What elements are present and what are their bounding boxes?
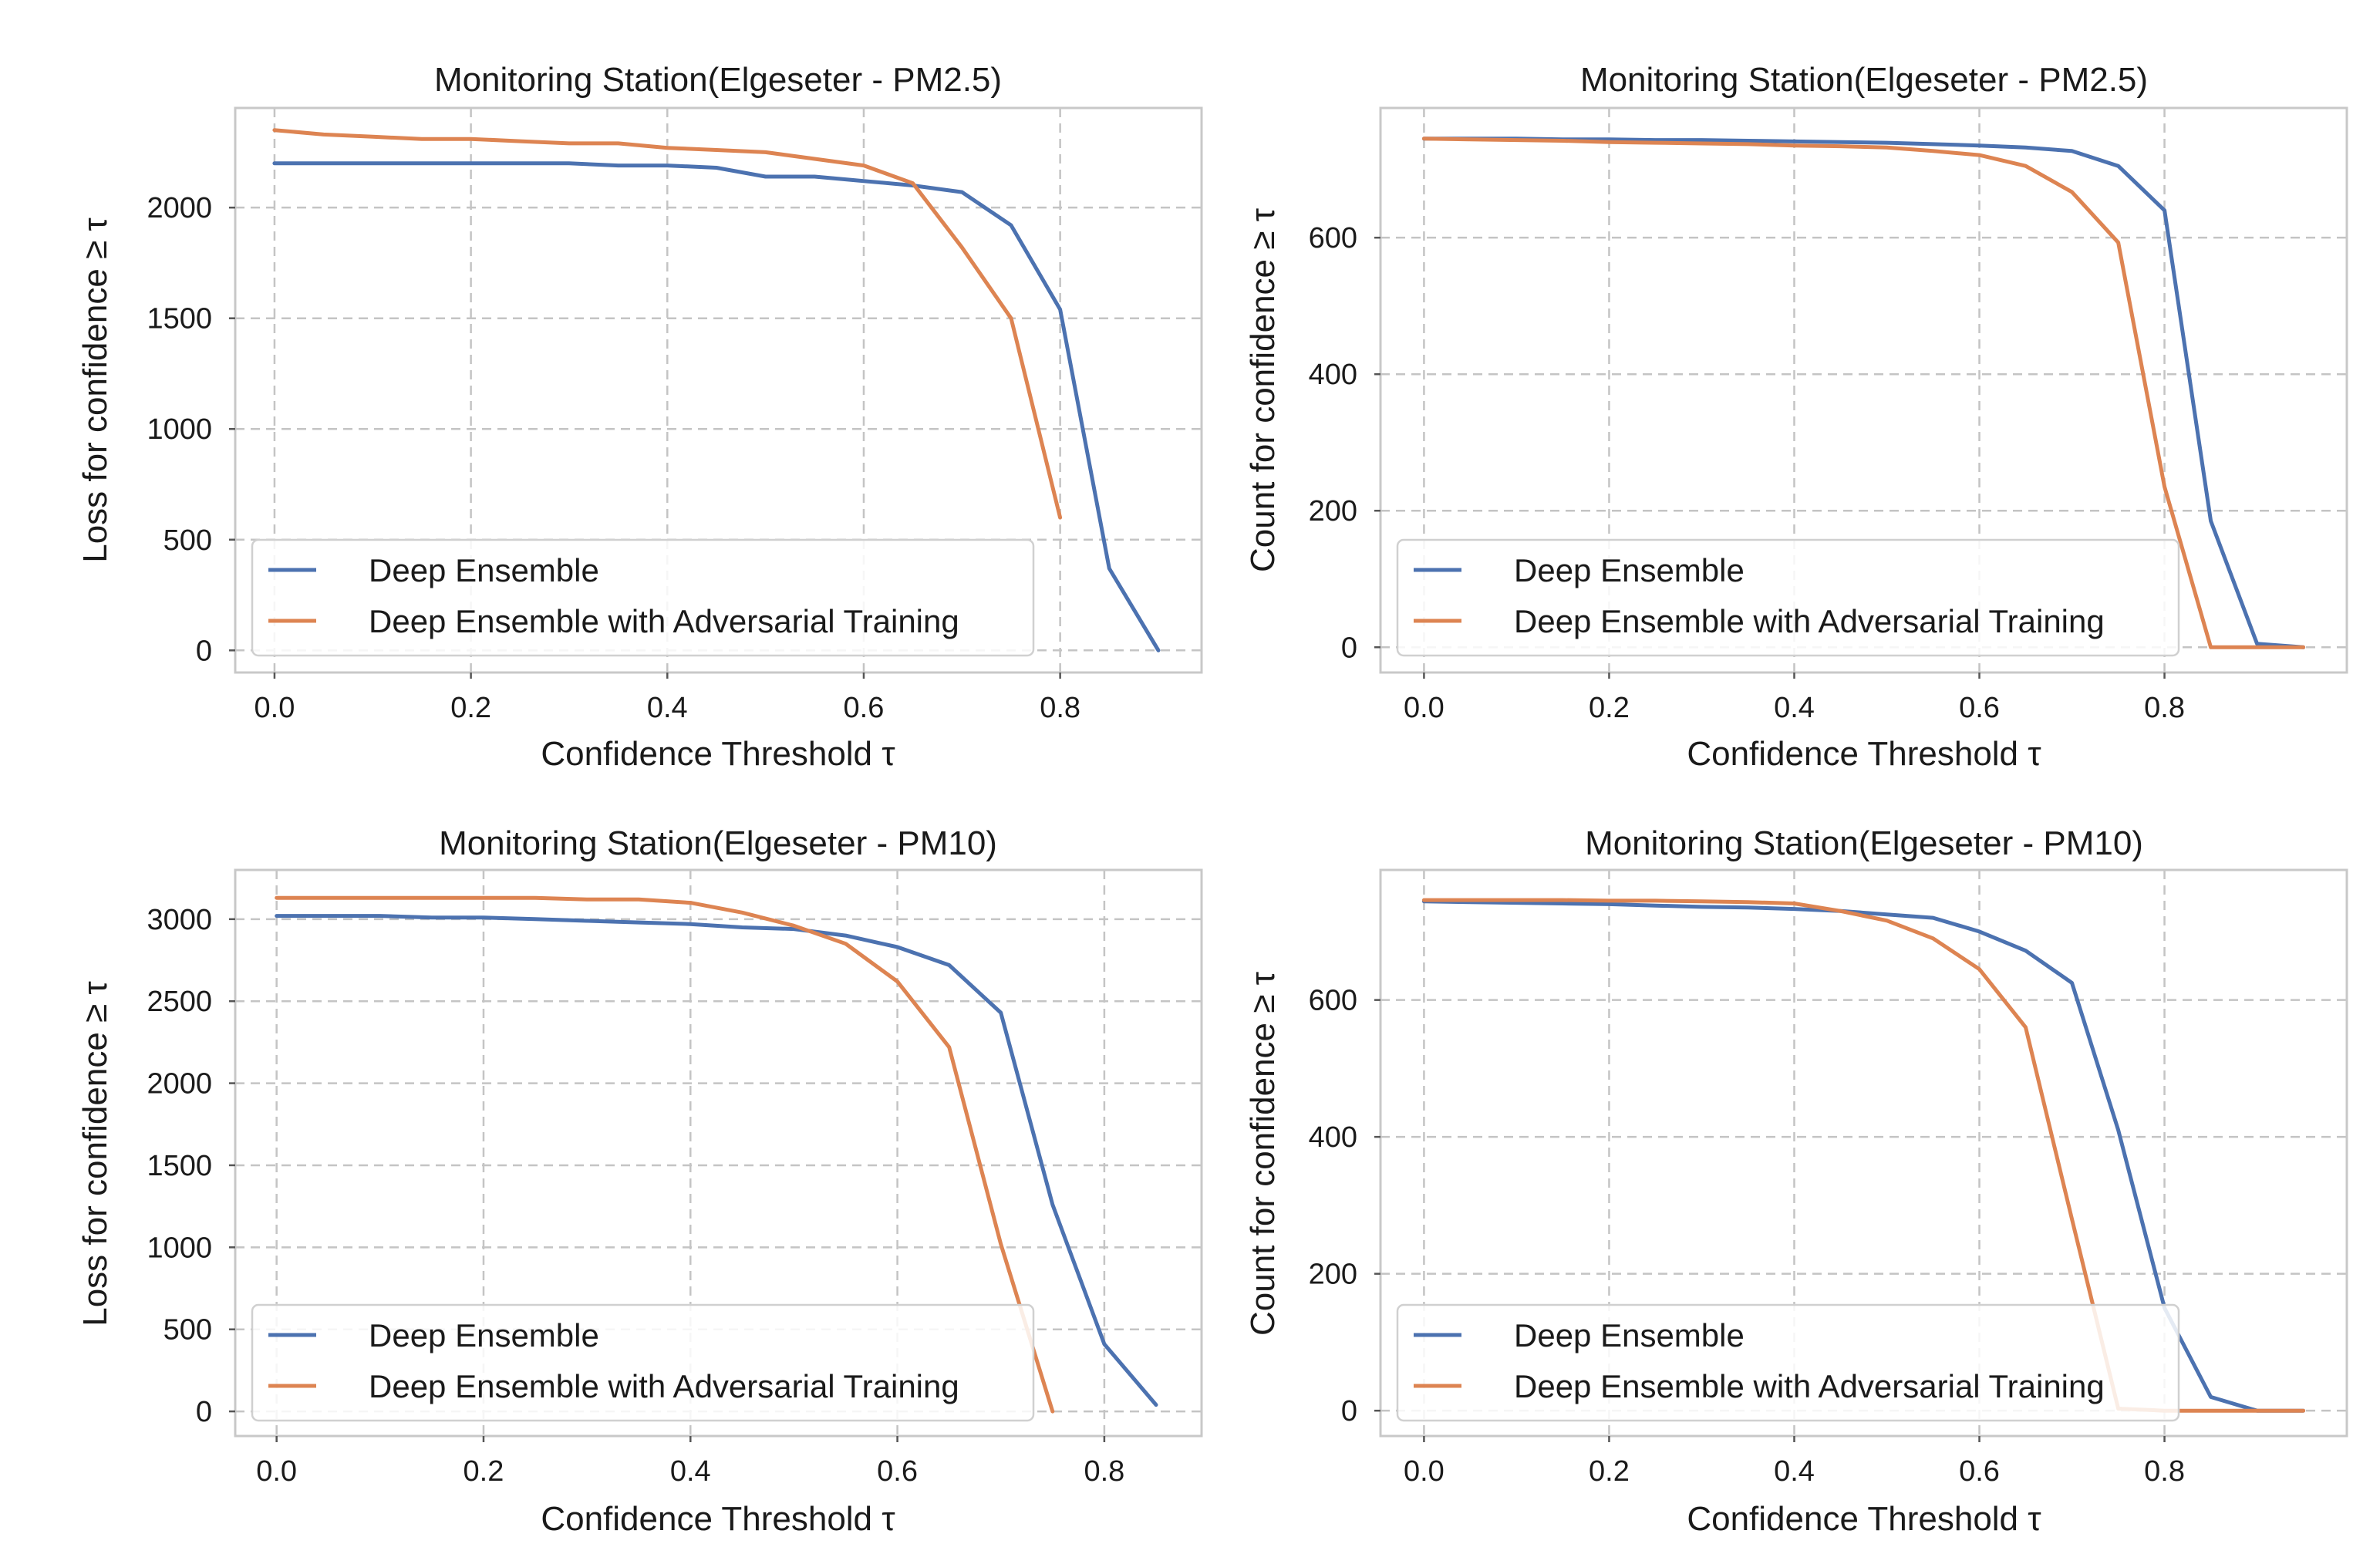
y-tick-label: 200 — [1309, 495, 1357, 528]
x-tick-label: 0.2 — [464, 1455, 504, 1488]
tick-labels: 0.0 0.2 0.4 0.6 0.8 0 500 1000 1500 2000 — [147, 192, 1080, 724]
x-tick-label: 0.8 — [2144, 1455, 2185, 1488]
y-tick-label: 0 — [196, 635, 212, 667]
series-line-adversarial — [275, 895, 1055, 1414]
x-axis-label: Confidence Threshold τ — [541, 735, 895, 773]
legend-box — [1396, 538, 2180, 657]
y-tick-label: 2000 — [147, 1068, 212, 1101]
tick-labels: 0.0 0.2 0.4 0.6 0.8 0 200 400 600 — [1309, 985, 2185, 1488]
series-line-deep-ensemble — [275, 914, 1158, 1407]
x-tick-label: 0.4 — [1774, 1455, 1815, 1488]
legend-label-adversarial: Deep Ensemble with Adversarial Training — [1514, 1368, 2105, 1404]
y-tick-label: 2000 — [147, 192, 212, 224]
legend-label-deep-ensemble: Deep Ensemble — [1514, 1317, 1745, 1353]
y-tick-label: 200 — [1309, 1259, 1357, 1291]
y-axis-label: Loss for confidence ≥ τ — [76, 981, 114, 1326]
x-axis-label: Confidence Threshold τ — [1687, 735, 2041, 773]
series-line-adversarial — [1421, 137, 2306, 649]
plot-frame — [234, 106, 1203, 674]
y-tick-label: 1000 — [147, 413, 212, 446]
legend-label-deep-ensemble: Deep Ensemble — [369, 1317, 599, 1353]
x-tick-label: 0.0 — [1404, 1455, 1445, 1488]
x-tick-label: 0.8 — [1040, 692, 1080, 724]
chart-title: Monitoring Station(Elgeseter - PM2.5) — [434, 61, 1002, 99]
x-tick-label: 0.2 — [450, 692, 491, 724]
series-line-deep-ensemble — [272, 161, 1161, 652]
panel-pm10-count: Monitoring Station(Elgeseter - PM10) 0.0… — [1244, 824, 2348, 1538]
tick-labels: 0.0 0.2 0.4 0.6 0.8 0 200 400 600 — [1309, 222, 2185, 724]
plot-frame — [1379, 868, 2348, 1438]
x-tick-label: 0.4 — [1774, 692, 1815, 724]
y-tick-label: 0 — [196, 1396, 212, 1428]
y-tick-label: 400 — [1309, 1121, 1357, 1154]
legend: Deep Ensemble Deep Ensemble with Adversa… — [251, 1303, 1035, 1422]
chart-title: Monitoring Station(Elgeseter - PM2.5) — [1580, 61, 2148, 99]
series-line-deep-ensemble — [1421, 899, 2306, 1413]
y-tick-label: 600 — [1309, 985, 1357, 1017]
y-tick-label: 3000 — [147, 904, 212, 936]
panel-pm25-count: Monitoring Station(Elgeseter - PM2.5) 0.… — [1244, 61, 2348, 773]
legend-label-deep-ensemble: Deep Ensemble — [1514, 552, 1745, 588]
y-tick-label: 2500 — [147, 986, 212, 1018]
legend: Deep Ensemble Deep Ensemble with Adversa… — [251, 538, 1035, 657]
x-tick-label: 0.0 — [1404, 692, 1445, 724]
y-tick-label: 500 — [163, 524, 212, 557]
x-tick-label: 0.8 — [2144, 692, 2185, 724]
x-tick-label: 0.6 — [1959, 1455, 2000, 1488]
y-tick-label: 1500 — [147, 303, 212, 335]
legend-label-deep-ensemble: Deep Ensemble — [369, 552, 599, 588]
series-lines — [275, 895, 1158, 1414]
series-lines — [272, 128, 1161, 652]
y-tick-label: 600 — [1309, 222, 1357, 255]
panel-pm25-loss: Monitoring Station(Elgeseter - PM2.5) 0.… — [76, 61, 1203, 773]
legend-box — [251, 1303, 1035, 1422]
y-tick-label: 500 — [163, 1314, 212, 1347]
chart-title: Monitoring Station(Elgeseter - PM10) — [1585, 824, 2143, 862]
tick-labels: 0.0 0.2 0.4 0.6 0.8 0 500 1000 1500 2000 2500 3000 — [147, 904, 1124, 1488]
x-tick-label: 0.4 — [670, 1455, 711, 1488]
y-tick-label: 0 — [1341, 632, 1357, 664]
chart-title: Monitoring Station(Elgeseter - PM10) — [439, 824, 997, 862]
legend-box — [251, 538, 1035, 657]
series-lines — [1421, 137, 2306, 649]
legend-label-adversarial: Deep Ensemble with Adversarial Training — [369, 603, 959, 639]
x-tick-label: 0.0 — [255, 692, 295, 724]
y-tick-label: 400 — [1309, 359, 1357, 391]
x-tick-label: 0.4 — [647, 692, 688, 724]
legend: Deep Ensemble Deep Ensemble with Adversa… — [1396, 538, 2180, 657]
y-tick-label: 1500 — [147, 1150, 212, 1182]
x-axis-label: Confidence Threshold τ — [541, 1500, 895, 1538]
x-tick-label: 0.2 — [1589, 1455, 1630, 1488]
legend-label-adversarial: Deep Ensemble with Adversarial Training — [1514, 603, 2105, 639]
x-tick-label: 0.6 — [1959, 692, 2000, 724]
y-axis-label: Loss for confidence ≥ τ — [76, 217, 114, 563]
y-tick-label: 1000 — [147, 1232, 212, 1264]
x-tick-label: 0.6 — [877, 1455, 918, 1488]
legend-box — [1396, 1303, 2180, 1422]
plot-frame — [1379, 106, 2348, 674]
series-line-adversarial — [272, 128, 1063, 520]
panel-pm10-loss: Monitoring Station(Elgeseter - PM10) 0.0… — [76, 824, 1203, 1538]
y-axis-label: Count for confidence ≥ τ — [1244, 971, 1282, 1336]
y-tick-label: 0 — [1341, 1395, 1357, 1428]
x-tick-label: 0.0 — [256, 1455, 297, 1488]
plot-frame — [234, 868, 1203, 1438]
legend-label-adversarial: Deep Ensemble with Adversarial Training — [369, 1368, 959, 1404]
legend: Deep Ensemble Deep Ensemble with Adversa… — [1396, 1303, 2180, 1422]
x-tick-label: 0.2 — [1589, 692, 1630, 724]
x-tick-label: 0.8 — [1084, 1455, 1124, 1488]
x-axis-label: Confidence Threshold τ — [1687, 1500, 2041, 1538]
x-tick-label: 0.6 — [844, 692, 885, 724]
y-axis-label: Count for confidence ≥ τ — [1244, 207, 1282, 572]
